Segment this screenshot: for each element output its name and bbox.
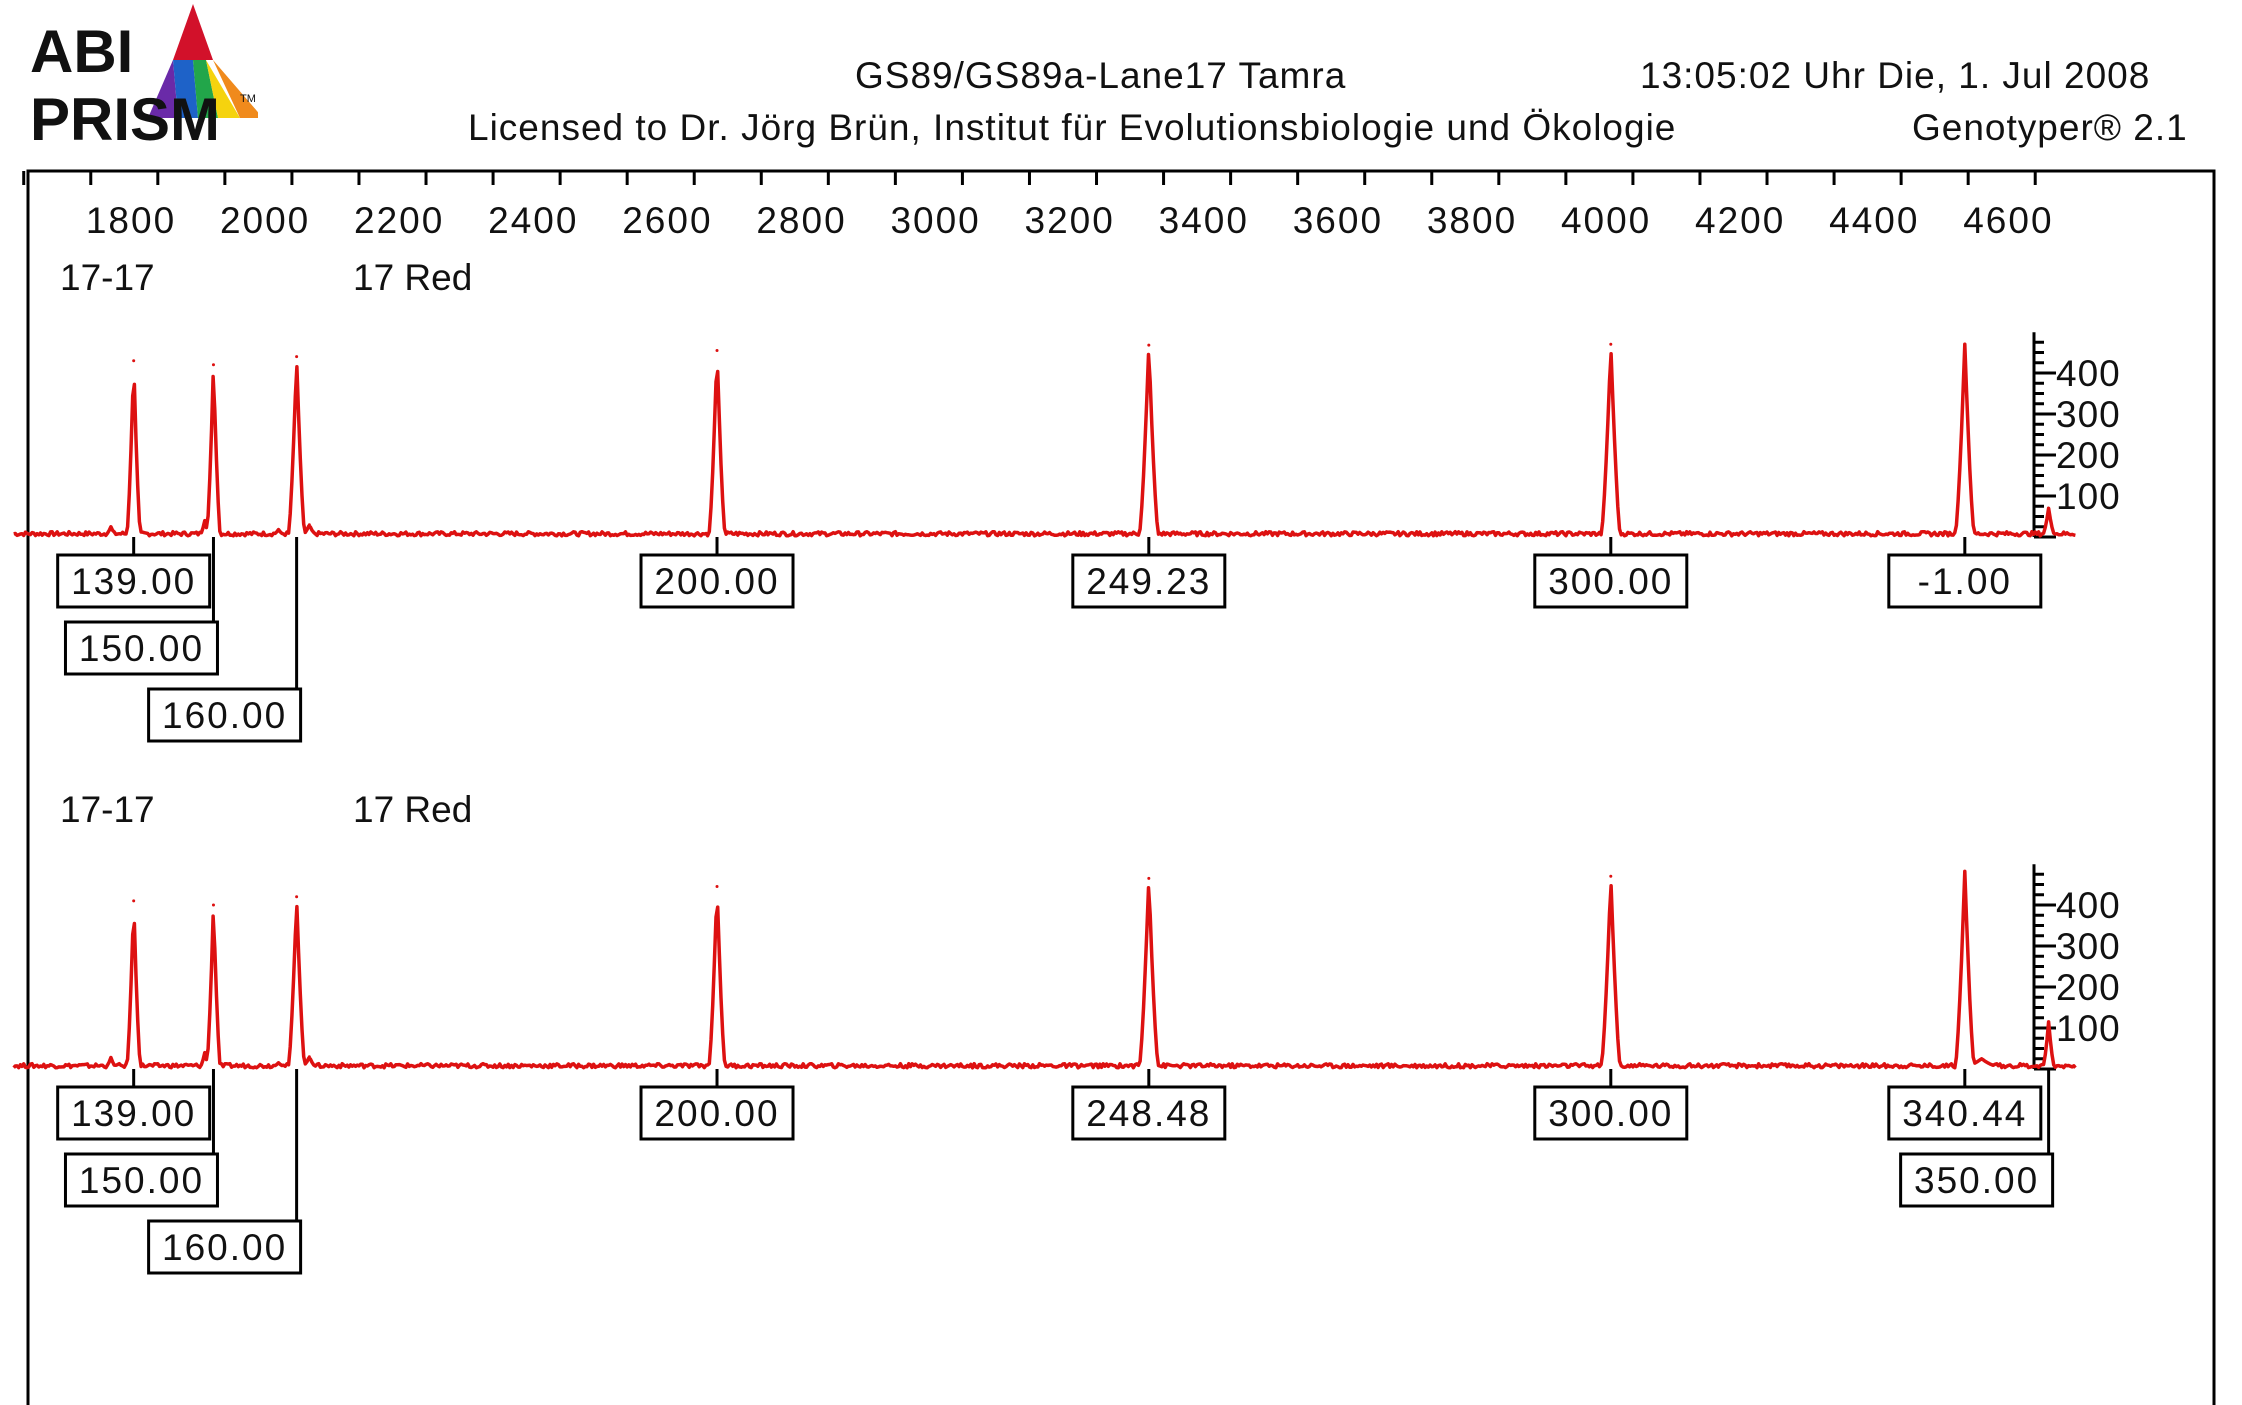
size-label-box xyxy=(147,1219,303,1275)
peak-apex xyxy=(295,355,299,359)
size-label-box xyxy=(639,553,795,609)
logo-trademark: TM xyxy=(240,93,256,105)
lane-label: 17-17 xyxy=(60,257,155,298)
peak-apex xyxy=(132,359,136,363)
peak-apex xyxy=(211,903,215,907)
x-tick-label: 1800 xyxy=(86,200,176,241)
size-label: 248.48 xyxy=(1086,1093,1211,1134)
x-tick-label: 2600 xyxy=(622,200,712,241)
size-label: 350.00 xyxy=(1914,1160,2039,1201)
y-tick-label: 300 xyxy=(2056,926,2121,967)
x-tick-label: 2200 xyxy=(354,200,444,241)
size-label-box xyxy=(63,620,219,676)
size-label: 300.00 xyxy=(1548,561,1673,602)
size-label-box xyxy=(1899,1152,2055,1208)
size-label-box xyxy=(63,1152,219,1208)
peak-apex xyxy=(2047,506,2051,510)
x-tick-label: 3800 xyxy=(1427,200,1517,241)
size-label: 200.00 xyxy=(654,1093,779,1134)
peak-apex xyxy=(132,899,136,903)
size-label-box xyxy=(1533,553,1689,609)
size-label: 150.00 xyxy=(79,1160,204,1201)
product-version: Genotyper® 2.1 xyxy=(1912,107,2188,148)
y-tick-label: 200 xyxy=(2056,435,2121,476)
size-label-box xyxy=(56,1085,212,1141)
size-label: 139.00 xyxy=(71,1093,196,1134)
dye-label: 17 Red xyxy=(353,257,472,298)
size-label: -1.00 xyxy=(1918,561,2012,602)
peak-apex xyxy=(1963,342,1967,346)
size-label-box xyxy=(1887,553,2043,609)
x-tick-label: 4600 xyxy=(1963,200,2053,241)
size-label: 139.00 xyxy=(71,561,196,602)
peak-apex xyxy=(277,528,281,532)
size-label: 200.00 xyxy=(654,561,779,602)
peak-apex xyxy=(1609,874,1613,878)
peak-apex xyxy=(277,1061,281,1065)
logo-line2: PRISM xyxy=(30,86,220,150)
peak-apex xyxy=(2047,1020,2051,1024)
x-tick-label: 4200 xyxy=(1695,200,1785,241)
y-tick-label: 400 xyxy=(2056,353,2121,394)
peak-apex xyxy=(1963,869,1967,873)
x-tick-label: 3400 xyxy=(1159,200,1249,241)
x-tick-label: 2400 xyxy=(488,200,578,241)
peak-apex xyxy=(109,1056,113,1060)
y-tick-label: 300 xyxy=(2056,394,2121,435)
trace-line xyxy=(12,869,2077,1070)
y-tick-label: 400 xyxy=(2056,885,2121,926)
license-text: Licensed to Dr. Jörg Brün, Institut für … xyxy=(468,107,1677,148)
sample-title: GS89/GS89a-Lane17 Tamra xyxy=(855,55,1347,96)
peak-apex xyxy=(295,895,299,899)
x-tick-label: 4000 xyxy=(1561,200,1651,241)
x-tick-label: 4400 xyxy=(1829,200,1919,241)
peak-apex xyxy=(203,519,207,523)
lane-label: 17-17 xyxy=(60,789,155,830)
size-label-box xyxy=(639,1085,795,1141)
peak-apex xyxy=(109,525,113,529)
x-tick-label: 2000 xyxy=(220,200,310,241)
peak-apex xyxy=(1147,343,1151,347)
size-label: 160.00 xyxy=(162,1227,287,1268)
y-tick-label: 100 xyxy=(2056,1008,2121,1049)
peak-apex xyxy=(307,1055,311,1059)
size-label-box xyxy=(1887,1085,2043,1141)
x-tick-label: 3200 xyxy=(1025,200,1115,241)
size-label-box xyxy=(1071,1085,1227,1141)
plot-frame xyxy=(26,169,2216,1405)
size-label: 150.00 xyxy=(79,628,204,669)
peak-apex xyxy=(1980,1057,1984,1061)
size-label-box xyxy=(56,553,212,609)
trace-line xyxy=(13,342,2076,538)
x-tick-label: 3600 xyxy=(1293,200,1383,241)
size-label-box xyxy=(1533,1085,1689,1141)
y-tick-label: 200 xyxy=(2056,967,2121,1008)
dye-label: 17 Red xyxy=(353,789,472,830)
size-label: 300.00 xyxy=(1548,1093,1673,1134)
peak-apex xyxy=(211,363,215,367)
peak-apex xyxy=(715,348,719,352)
peak-apex xyxy=(307,523,311,527)
abi-prism-logo: ABI PRISM TM xyxy=(30,2,258,150)
peak-apex xyxy=(715,885,719,889)
peak-apex xyxy=(1609,342,1613,346)
y-tick-label: 100 xyxy=(2056,476,2121,517)
size-label: 340.44 xyxy=(1902,1093,2027,1134)
size-label-box xyxy=(147,687,303,743)
timestamp: 13:05:02 Uhr Die, 1. Jul 2008 xyxy=(1640,55,2151,96)
size-label: 160.00 xyxy=(162,695,287,736)
size-label: 249.23 xyxy=(1086,561,1211,602)
x-tick-label: 2800 xyxy=(756,200,846,241)
logo-line1: ABI xyxy=(30,18,133,85)
peak-apex xyxy=(1147,876,1151,880)
peak-apex xyxy=(203,1051,207,1055)
size-label-box xyxy=(1071,553,1227,609)
x-tick-label: 3000 xyxy=(890,200,980,241)
